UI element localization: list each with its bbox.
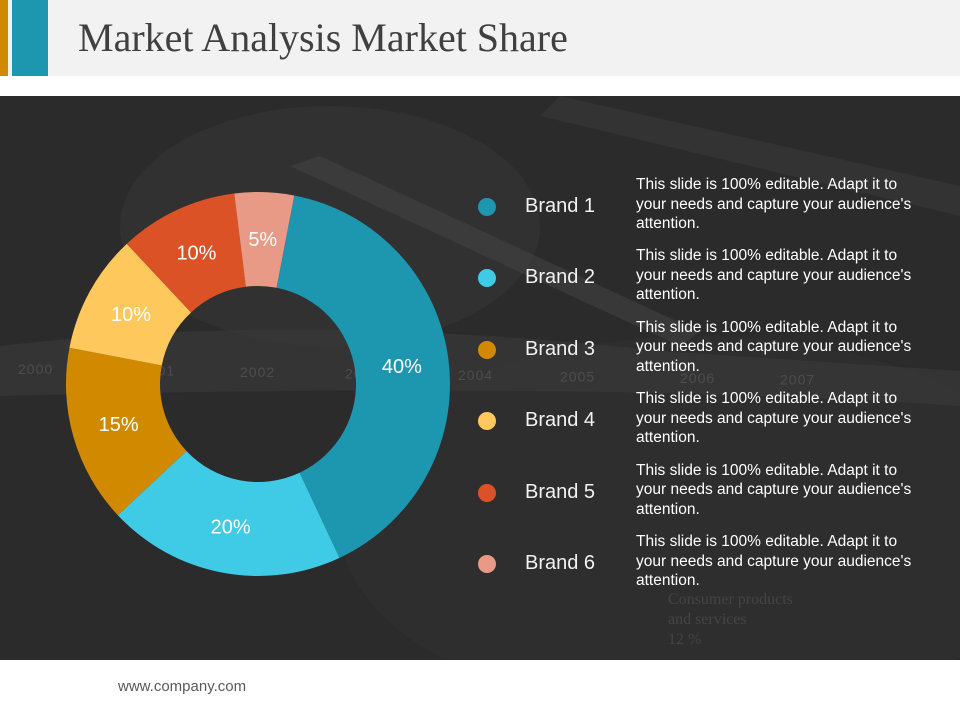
- background-year-label: 2005: [560, 369, 595, 385]
- background-year-label: 2004: [458, 367, 493, 383]
- donut-slice-5: [126, 193, 246, 313]
- donut-slice-2: [117, 450, 340, 576]
- background-year-label: 2007: [780, 372, 815, 388]
- legend-color-dot: [478, 340, 496, 359]
- background-annotation-line: Consumer products: [668, 591, 793, 608]
- legend-description: This slide is 100% editable. Adapt it to…: [636, 176, 912, 232]
- legend-description: This slide is 100% editable. Adapt it to…: [636, 390, 912, 447]
- page-title: Market Analysis Market Share: [78, 15, 568, 60]
- legend-label: Brand 4: [525, 409, 596, 432]
- legend-label: Brand 6: [525, 552, 596, 574]
- donut-slice-1: [276, 195, 450, 558]
- background-annotation-line: 12 %: [668, 631, 701, 648]
- background-year-label: 2006: [680, 370, 715, 386]
- donut-slice-3: [66, 347, 187, 516]
- legend-label: Brand 5: [525, 480, 596, 503]
- legend-color-dot: [478, 483, 496, 502]
- legend-color-dot: [478, 269, 496, 288]
- chart-panel: 20002001200220032004200520062007 Consume…: [0, 96, 960, 660]
- donut-data-label-6: 5%: [248, 229, 277, 251]
- title-accent-orange: [0, 0, 8, 76]
- legend-color-dot: [478, 555, 496, 573]
- donut-data-label-3: 15%: [99, 414, 139, 436]
- legend-color-dot: [478, 412, 496, 431]
- legend-description: This slide is 100% editable. Adapt it to…: [636, 318, 912, 375]
- title-bar: Market Analysis Market Share: [0, 0, 960, 76]
- legend-label: Brand 3: [525, 337, 596, 360]
- legend-color-dot: [478, 198, 496, 216]
- title-accent-teal: [12, 0, 48, 76]
- legend-description: This slide is 100% editable. Adapt it to…: [636, 247, 912, 304]
- donut-data-label-2: 20%: [211, 516, 251, 538]
- donut-data-label-5: 10%: [176, 243, 216, 265]
- donut-slice-6: [234, 192, 295, 288]
- legend-label: Brand 2: [525, 266, 596, 289]
- donut-chart: 40% 20% 15% 10% 10% 5%: [66, 192, 450, 576]
- legend-label: Brand 1: [525, 195, 596, 217]
- legend-description: This slide is 100% editable. Adapt it to…: [636, 533, 912, 589]
- donut-data-label-1: 40%: [382, 356, 422, 378]
- background-year-label: 2000: [18, 361, 53, 377]
- background-year-label: 2002: [240, 364, 275, 380]
- donut-slice-4: [69, 243, 192, 366]
- background-annotation-line: and services: [668, 611, 747, 628]
- legend-description: This slide is 100% editable. Adapt it to…: [636, 461, 912, 518]
- donut-data-label-4: 10%: [111, 304, 151, 326]
- footer-url: www.company.com: [118, 678, 247, 695]
